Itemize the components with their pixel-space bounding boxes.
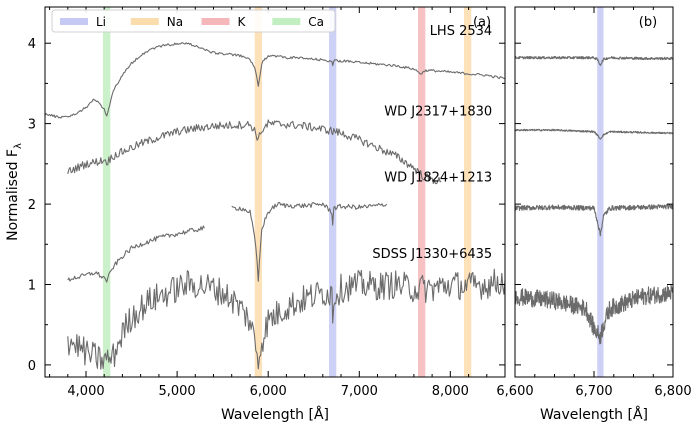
series-label-sdss-j1330-6435: SDSS J1330+6435 <box>372 247 492 262</box>
band-na-5892 <box>254 7 262 377</box>
panel-a-spectrum-labels: LHS 2534 WD J2317+1830 WD J1824+1213 SDSS J… <box>372 24 492 262</box>
series-label-wd-j1824-1213: WD J1824+1213 <box>384 171 492 186</box>
band-na-8190 <box>464 7 472 377</box>
panel-a-x-axis-title: Wavelength [Å] <box>221 406 329 423</box>
x-tick-label-7000: 7,000 <box>341 384 378 399</box>
series-line-lhs-2534 <box>514 55 674 66</box>
legend: Li Na K Ca <box>51 9 336 33</box>
band-li-6708 <box>329 7 337 377</box>
x-tick-label-6600: 6,600 <box>496 384 533 399</box>
band-ca-4227 <box>103 7 111 377</box>
panel-b-x-axis-title: Wavelength [Å] <box>540 406 648 423</box>
y-axis-title-main: Normalised F <box>5 149 21 241</box>
series-line-sdss-j1330-6435 <box>514 284 674 345</box>
y-axis-title-subscript: λ <box>13 143 24 149</box>
panel-a-frame <box>44 6 506 378</box>
panel-b-frame <box>514 6 674 378</box>
legend-label-na: Na <box>167 15 183 29</box>
x-tick-label-5000: 5,000 <box>158 384 195 399</box>
y-tick-label-3: 3 <box>28 118 36 133</box>
series-line-sdss-j1330-6435 <box>67 268 506 370</box>
series-line-wd-j1824-1213-2 <box>231 201 388 282</box>
panel-a-label: (a) <box>473 15 491 30</box>
legend-label-li: Li <box>96 15 106 29</box>
legend-swatch-na <box>130 18 159 25</box>
legend-label-ca: Ca <box>308 15 324 29</box>
series-line-wd-j2317-1830 <box>514 128 674 140</box>
y-tick-label-2: 2 <box>28 198 36 213</box>
series-label-wd-j2317-1830: WD J2317+1830 <box>384 105 492 120</box>
panel-a: LHS 2534 WD J2317+1830 WD J1824+1213 SDSS J… <box>5 6 506 423</box>
x-tick-label-8000: 8,000 <box>432 384 469 399</box>
x-tick-label-6000: 6,000 <box>250 384 287 399</box>
legend-label-k: K <box>238 15 247 29</box>
panel-b-spectra <box>514 55 674 345</box>
panel-a-spectra <box>44 42 506 370</box>
series-line-wd-j1824-1213 <box>514 203 674 237</box>
x-tick-label-4000: 4,000 <box>67 384 104 399</box>
legend-swatch-k <box>201 18 230 25</box>
panel-b-label: (b) <box>639 15 657 30</box>
legend-box <box>51 9 336 33</box>
y-tick-label-0: 0 <box>28 359 36 374</box>
y-tick-label-1: 1 <box>28 279 36 294</box>
band-k-7685 <box>418 7 426 377</box>
series-line-lhs-2534 <box>44 42 506 119</box>
y-tick-label-4: 4 <box>28 37 36 52</box>
panel-b-absorption-bands <box>597 7 604 377</box>
panel-a-ticks: 4,000 5,000 6,000 7,000 8,000 0 1 2 3 4 <box>28 7 505 399</box>
panel-b: 6,600 6,700 6,800 (b) Wavelength [Å] <box>496 6 692 423</box>
x-tick-label-6700: 6,700 <box>575 384 612 399</box>
legend-swatch-ca <box>272 18 301 25</box>
y-axis-title: Normalised Fλ <box>5 143 24 241</box>
legend-swatch-li <box>60 18 88 25</box>
panel-a-absorption-bands <box>103 7 472 377</box>
panel-b-ticks: 6,600 6,700 6,800 <box>496 7 692 399</box>
band-li-6708 <box>597 7 604 377</box>
x-tick-label-6800: 6,800 <box>654 384 691 399</box>
series-line-wd-j2317-1830 <box>67 119 442 185</box>
series-line-wd-j1824-1213-1 <box>67 225 205 283</box>
series-label-lhs-2534: LHS 2534 <box>430 24 493 39</box>
